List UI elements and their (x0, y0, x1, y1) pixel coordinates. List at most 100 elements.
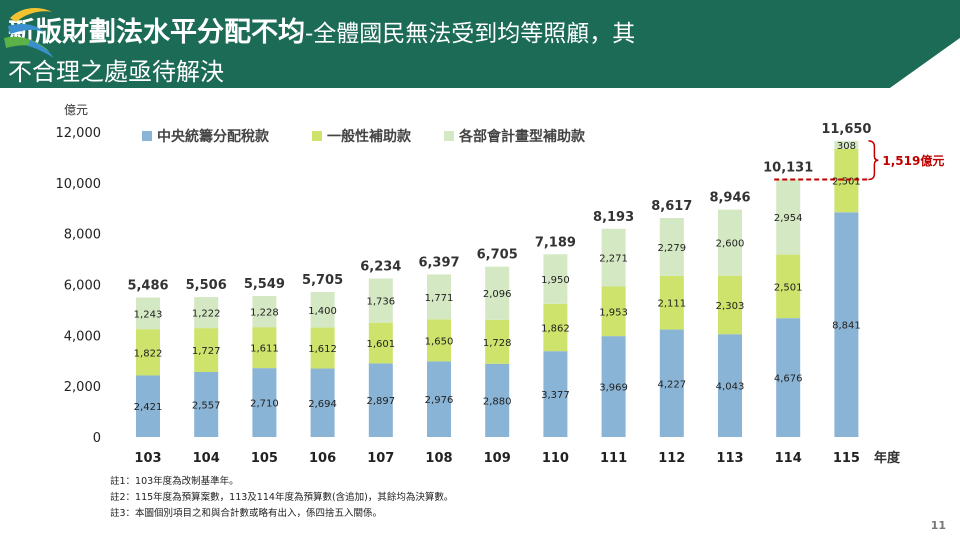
data-label: 1,612 (308, 344, 337, 355)
x-tick-label: 103 (134, 451, 161, 466)
data-label: 1,650 (425, 336, 454, 347)
bar-segment-central (776, 318, 801, 437)
legend-swatch (142, 131, 152, 141)
bar-segment-general (776, 254, 801, 319)
bar-segment-department (834, 140, 859, 149)
y-tick-label: 12,000 (56, 126, 102, 141)
y-tick-label: 2,000 (64, 380, 101, 395)
data-label: 2,954 (774, 213, 803, 224)
y-tick-label: 10,000 (56, 177, 102, 192)
x-tick-label: 108 (425, 451, 452, 466)
bar-segment-general (194, 328, 219, 373)
total-label: 7,189 (535, 235, 576, 250)
bar-segment-central (252, 368, 277, 437)
bar-segment-department (194, 297, 219, 329)
increase-brace (868, 140, 879, 181)
bar-segment-department (252, 295, 277, 328)
legend-label: 一般性補助款 (327, 128, 412, 145)
bar-segment-department (776, 179, 801, 255)
data-label: 2,501 (832, 177, 861, 188)
bar-segment-general (310, 327, 335, 369)
total-label: 5,705 (302, 273, 343, 288)
bars-group: 2,421 1,822 1,243 5,486 103 2,557 1,727 1,222 5,… (127, 122, 871, 466)
bar-segment-department (485, 266, 510, 320)
data-label: 1,822 (134, 348, 163, 359)
bar-segment-general (543, 303, 568, 352)
data-label: 3,377 (541, 390, 570, 401)
page-number: 11 (930, 519, 946, 532)
bar-segment-central (659, 329, 684, 437)
data-label: 2,271 (599, 254, 628, 265)
bar-segment-department (601, 228, 626, 287)
y-tick-label: 8,000 (64, 228, 101, 243)
total-label: 8,617 (651, 199, 692, 214)
x-tick-label: 109 (484, 451, 511, 466)
total-label: 6,397 (418, 255, 459, 270)
y-axis: 0 2,000 4,000 6,000 8,000 10,000 12,000 (56, 126, 102, 446)
footnote-1: 註1：103年度為改制基準年。 (110, 476, 239, 487)
footnotes: 註1：103年度為改制基準年。 註2：115年度為預算案數，113及114年度為… (110, 474, 453, 522)
legend-label: 中央統籌分配稅款 (157, 128, 270, 145)
x-tick-label: 111 (600, 451, 627, 466)
data-label: 2,111 (657, 299, 686, 310)
data-label: 1,400 (308, 306, 337, 317)
total-label: 10,131 (763, 161, 813, 176)
x-tick-label: 107 (367, 451, 394, 466)
total-label: 8,193 (593, 210, 634, 225)
data-label: 2,303 (716, 301, 745, 312)
data-label: 2,279 (657, 243, 686, 254)
bar-segment-central (310, 368, 335, 437)
data-label: 1,771 (425, 293, 454, 304)
data-label: 2,557 (192, 401, 221, 412)
total-label: 5,549 (244, 277, 285, 292)
bar-segment-general (427, 319, 451, 362)
bar-segment-department (310, 291, 335, 328)
legend-swatch (312, 131, 322, 141)
bar-segment-department (659, 217, 684, 276)
x-tick-label: 110 (542, 451, 569, 466)
bar-segment-general (252, 327, 277, 369)
title-rest: -全體國民無法受到均等照顧，其 (305, 21, 636, 47)
bar-segment-central (136, 375, 160, 437)
bar-segment-department (543, 254, 568, 304)
x-tick-label: 106 (309, 451, 336, 466)
data-label: 4,676 (774, 374, 803, 385)
data-label: 3,969 (599, 383, 628, 394)
bar-segment-central (427, 361, 451, 437)
data-label: 4,227 (657, 379, 686, 390)
header-background (0, 0, 960, 88)
data-label: 1,222 (192, 309, 221, 320)
data-label: 2,897 (366, 396, 395, 407)
bar-segment-general (659, 275, 684, 330)
bar-segment-central (368, 363, 393, 437)
bar-segment-general (485, 319, 510, 364)
bar-segment-general (834, 148, 859, 213)
data-label: 1,953 (599, 307, 628, 318)
total-label: 5,506 (186, 278, 227, 293)
bar-segment-central (543, 351, 568, 437)
ministry-logo-icon (4, 8, 54, 58)
data-label: 1,243 (134, 309, 163, 320)
data-label: 2,501 (774, 282, 803, 293)
y-tick-label: 4,000 (64, 329, 101, 344)
x-tick-label: 105 (251, 451, 278, 466)
bar-segment-department (718, 209, 742, 276)
data-label: 1,862 (541, 324, 570, 335)
header-banner: 新版財劃法水平分配不均-全體國民無法受到均等照顧，其 不合理之處亟待解決 (0, 0, 960, 88)
total-label: 6,705 (477, 248, 518, 263)
increase-label: 1,519億元 (882, 153, 944, 168)
data-label: 2,880 (483, 396, 512, 407)
data-label: 1,727 (192, 346, 221, 357)
total-label: 5,486 (127, 279, 168, 294)
data-label: 2,421 (134, 402, 163, 413)
x-tick-label: 113 (716, 451, 743, 466)
data-label: 1,728 (483, 338, 512, 349)
x-tick-label: 104 (193, 451, 220, 466)
increase-annotation: 1,519億元 (774, 140, 944, 181)
x-tick-label: 115 (833, 451, 860, 466)
legend: 中央統籌分配稅款 一般性補助款 各部會計畫型補助款 (142, 128, 586, 145)
x-tick-label: 114 (775, 451, 802, 466)
data-label: 1,736 (366, 297, 395, 308)
page-title-line2: 不合理之處亟待解決 (8, 58, 224, 86)
bar-segment-general (718, 275, 742, 335)
